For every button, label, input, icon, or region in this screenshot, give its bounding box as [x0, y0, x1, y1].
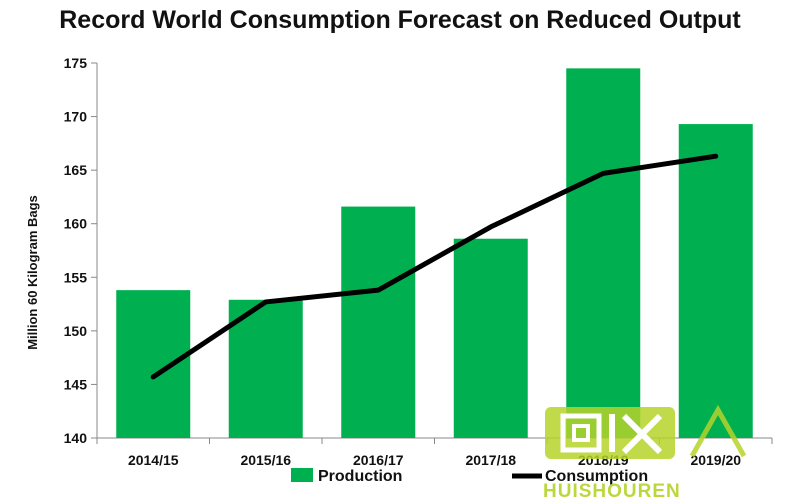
y-tick-label: 140	[64, 430, 88, 446]
line-consumption	[150, 153, 719, 380]
bar-production	[228, 299, 303, 438]
x-tick-label: 2019/20	[690, 452, 741, 468]
watermark-logo-glyph	[609, 413, 663, 455]
chart-title: Record World Consumption Forecast on Red…	[59, 6, 741, 34]
x-tick-label: 2016/17	[353, 452, 404, 468]
watermark-logo-glyph	[572, 424, 590, 442]
y-tick-label: 155	[64, 269, 88, 285]
bar-production	[566, 68, 641, 438]
bar-production	[341, 206, 416, 438]
y-tick-label: 170	[64, 109, 88, 125]
y-tick-label: 165	[64, 162, 88, 178]
legend-label-consumption: Consumption	[545, 468, 648, 485]
watermark-logo-mark	[689, 404, 747, 458]
legend-label-production: Production	[318, 468, 402, 485]
x-tick-label: 2014/15	[128, 452, 179, 468]
bar-production	[116, 290, 191, 438]
x-tick-label: 2015/16	[240, 452, 291, 468]
bar-production	[453, 238, 528, 438]
watermark-logo-glyph	[560, 413, 602, 453]
y-axis-title: Million 60 Kilogram Bags	[25, 195, 40, 350]
bar-production	[678, 124, 753, 439]
y-tick-label: 175	[64, 55, 88, 71]
y-tick-label: 160	[64, 216, 88, 232]
x-tick-label: 2017/18	[465, 452, 516, 468]
legend-swatch-production	[291, 468, 313, 482]
plot-area: 140 145 150 155 160 165 170 175 2014/15 2015/16 20…	[25, 55, 773, 500]
y-tick-label: 150	[64, 323, 88, 339]
y-tick-label: 145	[64, 376, 88, 392]
watermark-text: HUISHOUREN	[543, 481, 681, 500]
